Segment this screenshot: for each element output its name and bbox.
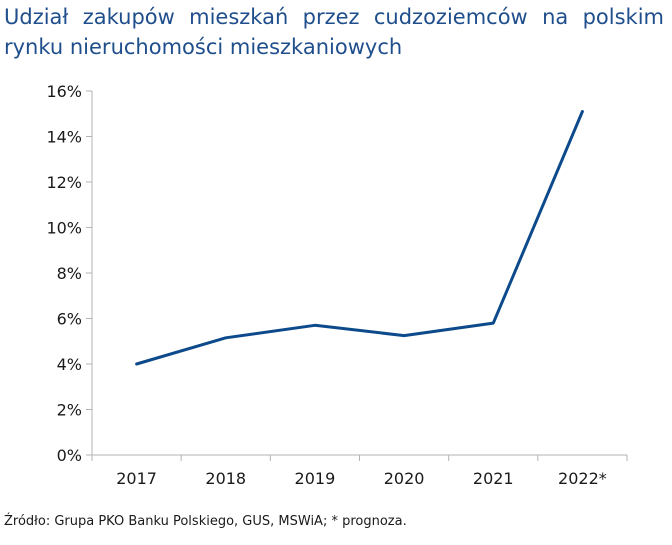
y-tick-label: 2% bbox=[57, 401, 82, 420]
chart-axes bbox=[91, 91, 627, 456]
y-tick-label: 6% bbox=[57, 310, 82, 329]
x-tick-label: 2018 bbox=[205, 469, 246, 488]
x-tick-label: 2022* bbox=[558, 469, 607, 488]
x-tick-label: 2019 bbox=[295, 469, 336, 488]
y-tick-label: 10% bbox=[46, 219, 82, 238]
y-axis-ticks: 0% 2% 4% 6% 8% 10% 12% 14% 16% bbox=[46, 82, 92, 465]
y-tick-label: 8% bbox=[57, 264, 82, 283]
source-note: Źródło: Grupa PKO Banku Polskiego, GUS, … bbox=[4, 514, 407, 529]
x-tick-label: 2017 bbox=[116, 469, 157, 488]
x-tick-label: 2021 bbox=[473, 469, 514, 488]
y-tick-label: 12% bbox=[46, 173, 82, 192]
x-tick-label: 2020 bbox=[384, 469, 425, 488]
y-tick-label: 14% bbox=[46, 128, 82, 147]
x-axis-ticks: 2017 2018 2019 2020 2021 2022* bbox=[91, 455, 628, 488]
series-group bbox=[135, 110, 584, 366]
y-tick-label: 0% bbox=[57, 446, 82, 465]
series-line bbox=[135, 110, 584, 366]
chart-title: Udział zakupów mieszkań przez cudzoziemc… bbox=[4, 5, 664, 59]
y-tick-label: 16% bbox=[46, 82, 82, 101]
y-tick-label: 4% bbox=[57, 355, 82, 374]
